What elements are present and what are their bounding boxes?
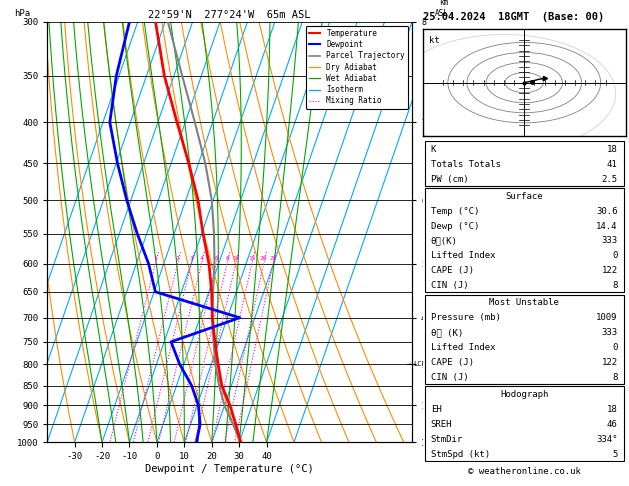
Text: θᴄ(K): θᴄ(K) <box>431 236 458 245</box>
Text: 334°: 334° <box>596 435 618 444</box>
Text: 25: 25 <box>269 256 277 260</box>
Text: Surface: Surface <box>506 191 543 201</box>
Text: 1009: 1009 <box>596 313 618 322</box>
Text: 14.4: 14.4 <box>596 222 618 230</box>
Bar <box>425 295 624 384</box>
Text: 25.04.2024  18GMT  (Base: 00): 25.04.2024 18GMT (Base: 00) <box>423 12 604 22</box>
Text: 0: 0 <box>613 343 618 352</box>
Text: Pressure (mb): Pressure (mb) <box>431 313 501 322</box>
Text: 1: 1 <box>153 256 157 260</box>
Text: CIN (J): CIN (J) <box>431 373 469 382</box>
Text: 15: 15 <box>248 256 255 260</box>
Text: Temp (°C): Temp (°C) <box>431 207 479 216</box>
Text: 2.5: 2.5 <box>601 174 618 184</box>
Text: LCL: LCL <box>413 362 426 367</box>
Text: 8: 8 <box>613 373 618 382</box>
Legend: Temperature, Dewpoint, Parcel Trajectory, Dry Adiabat, Wet Adiabat, Isotherm, Mi: Temperature, Dewpoint, Parcel Trajectory… <box>306 26 408 108</box>
Bar <box>425 386 624 461</box>
Text: 0: 0 <box>613 251 618 260</box>
Text: Dewp (°C): Dewp (°C) <box>431 222 479 230</box>
Text: PW (cm): PW (cm) <box>431 174 469 184</box>
Text: 2: 2 <box>175 256 179 260</box>
Text: © weatheronline.co.uk: © weatheronline.co.uk <box>468 467 581 476</box>
Text: K: K <box>431 145 436 154</box>
X-axis label: Dewpoint / Temperature (°C): Dewpoint / Temperature (°C) <box>145 464 314 474</box>
Text: 5: 5 <box>613 450 618 459</box>
Text: 20: 20 <box>260 256 267 260</box>
Text: 333: 333 <box>601 236 618 245</box>
Text: CAPE (J): CAPE (J) <box>431 266 474 275</box>
Text: Most Unstable: Most Unstable <box>489 298 559 307</box>
Text: Lifted Index: Lifted Index <box>431 343 495 352</box>
Text: 122: 122 <box>601 266 618 275</box>
Y-axis label: Mixing Ratio (g/kg): Mixing Ratio (g/kg) <box>445 181 455 283</box>
Text: θᴄ (K): θᴄ (K) <box>431 328 463 337</box>
Text: 333: 333 <box>601 328 618 337</box>
Text: StmSpd (kt): StmSpd (kt) <box>431 450 490 459</box>
Text: hPa: hPa <box>14 9 30 17</box>
Text: 3: 3 <box>189 256 193 260</box>
Text: 41: 41 <box>607 159 618 169</box>
Text: 10: 10 <box>232 256 240 260</box>
Text: 122: 122 <box>601 358 618 367</box>
Text: 4: 4 <box>199 256 203 260</box>
Bar <box>425 188 624 293</box>
Text: 30.6: 30.6 <box>596 207 618 216</box>
Text: 18: 18 <box>607 405 618 414</box>
Text: 8: 8 <box>225 256 229 260</box>
Text: 8: 8 <box>613 281 618 290</box>
Text: Lifted Index: Lifted Index <box>431 251 495 260</box>
Text: Totals Totals: Totals Totals <box>431 159 501 169</box>
Bar <box>425 141 624 186</box>
Text: Hodograph: Hodograph <box>500 390 548 399</box>
Text: EH: EH <box>431 405 442 414</box>
Text: kt: kt <box>429 35 440 45</box>
Text: 46: 46 <box>607 420 618 429</box>
Text: CIN (J): CIN (J) <box>431 281 469 290</box>
Text: 6: 6 <box>214 256 218 260</box>
Text: CAPE (J): CAPE (J) <box>431 358 474 367</box>
Text: km
ASL: km ASL <box>435 0 448 17</box>
Text: SREH: SREH <box>431 420 452 429</box>
Text: StmDir: StmDir <box>431 435 463 444</box>
Text: 18: 18 <box>607 145 618 154</box>
Title: 22°59'N  277°24'W  65m ASL: 22°59'N 277°24'W 65m ASL <box>148 10 311 20</box>
